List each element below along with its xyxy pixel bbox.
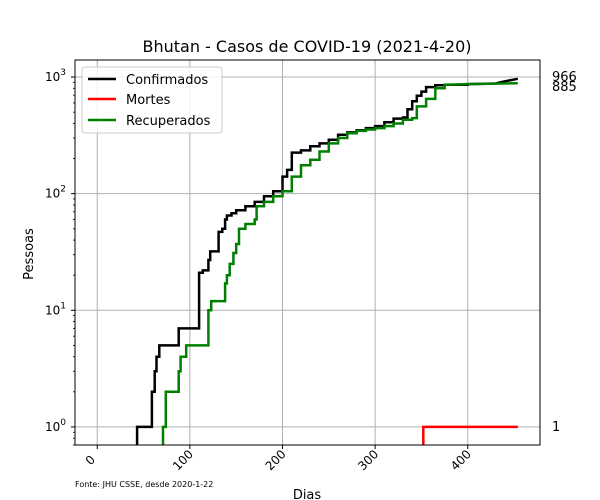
- end-label: 966: [552, 70, 577, 85]
- series-line-confirmados: [135, 77, 519, 445]
- y-tick-label: 102: [45, 185, 66, 201]
- series-line-mortes: [422, 425, 518, 445]
- series-lines: [135, 77, 519, 445]
- end-label: 885: [552, 80, 577, 95]
- chart-title: Bhutan - Casos de COVID-19 (2021-4-20): [142, 37, 471, 56]
- plot-frame: [74, 59, 541, 446]
- y-axis-label: Pessoas: [22, 228, 37, 280]
- legend: Confirmados Mortes Recuperados: [81, 66, 223, 134]
- legend-label-recuperados: Recuperados: [126, 114, 211, 129]
- legend-label-mortes: Mortes: [126, 93, 171, 108]
- series-line-recuperados: [161, 81, 518, 445]
- y-tick-label: 101: [45, 301, 66, 317]
- y-tick-label: 100: [45, 418, 66, 434]
- end-label: 1: [552, 420, 560, 435]
- legend-box: [81, 66, 223, 134]
- legend-label-confirmados: Confirmados: [126, 73, 208, 88]
- y-tick-label: 103: [45, 68, 66, 84]
- source-note: Fonte: JHU CSSE, desde 2020-1-22: [75, 480, 213, 489]
- x-axis-label: Dias: [293, 488, 322, 500]
